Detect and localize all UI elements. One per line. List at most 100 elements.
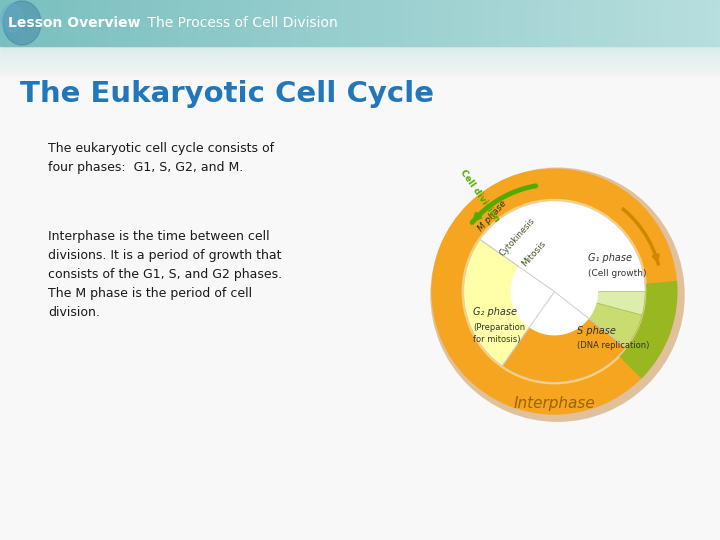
Bar	[22, 0, 26, 46]
Bar	[0, 53, 720, 55]
Wedge shape	[462, 199, 647, 384]
Bar	[104, 0, 109, 46]
Bar	[371, 0, 375, 46]
Bar	[0, 68, 720, 69]
Bar	[576, 0, 580, 46]
Bar	[482, 0, 487, 46]
Bar	[403, 0, 408, 46]
Bar	[0, 64, 720, 66]
Bar	[716, 0, 720, 46]
Bar	[677, 0, 681, 46]
Wedge shape	[503, 292, 626, 382]
Bar	[313, 0, 318, 46]
Bar	[432, 0, 436, 46]
Bar	[126, 0, 130, 46]
Bar	[331, 0, 336, 46]
Bar	[338, 0, 343, 46]
Bar	[630, 0, 634, 46]
Bar	[306, 0, 310, 46]
Bar	[198, 0, 202, 46]
Bar	[299, 0, 303, 46]
Bar	[4, 0, 8, 46]
Bar	[0, 60, 720, 62]
Bar	[580, 0, 584, 46]
Bar	[356, 0, 361, 46]
Bar	[187, 0, 192, 46]
Bar	[450, 0, 454, 46]
Bar	[378, 0, 382, 46]
Bar	[443, 0, 447, 46]
Text: (Cell growth): (Cell growth)	[588, 269, 647, 279]
Bar	[558, 0, 562, 46]
Bar	[0, 75, 720, 76]
Bar	[590, 0, 595, 46]
Bar	[11, 0, 15, 46]
Bar	[468, 0, 472, 46]
Bar	[418, 0, 422, 46]
Bar	[335, 0, 339, 46]
Bar	[72, 0, 76, 46]
Bar	[446, 0, 451, 46]
Bar	[0, 62, 720, 63]
Bar	[115, 0, 120, 46]
Bar	[68, 0, 73, 46]
Bar	[428, 0, 433, 46]
Bar	[191, 0, 195, 46]
Bar	[583, 0, 588, 46]
Bar	[522, 0, 526, 46]
Bar	[547, 0, 552, 46]
Bar	[623, 0, 627, 46]
Text: The Eukaryotic Cell Cycle: The Eukaryotic Cell Cycle	[20, 80, 434, 108]
Bar	[112, 0, 116, 46]
Wedge shape	[554, 292, 642, 347]
Bar	[349, 0, 354, 46]
Bar	[270, 0, 274, 46]
Text: The Process of Cell Division: The Process of Cell Division	[130, 16, 338, 30]
Bar	[616, 0, 620, 46]
Bar	[670, 0, 674, 46]
Bar	[205, 0, 210, 46]
Bar	[65, 0, 69, 46]
Bar	[515, 0, 519, 46]
Bar	[0, 51, 720, 53]
Ellipse shape	[3, 1, 41, 45]
Bar	[256, 0, 260, 46]
Bar	[184, 0, 188, 46]
Bar	[130, 0, 134, 46]
Bar	[702, 0, 706, 46]
Bar	[0, 57, 720, 58]
Bar	[119, 0, 123, 46]
Bar	[486, 0, 490, 46]
Bar	[659, 0, 663, 46]
Bar	[346, 0, 350, 46]
Bar	[295, 0, 300, 46]
Bar	[0, 57, 720, 59]
Bar	[0, 48, 720, 49]
Bar	[137, 0, 141, 46]
Bar	[288, 0, 292, 46]
Bar	[688, 0, 692, 46]
Text: Interphase is the time between cell
divisions. It is a period of growth that
con: Interphase is the time between cell divi…	[48, 230, 282, 319]
Bar	[234, 0, 238, 46]
Bar	[414, 0, 418, 46]
Bar	[14, 0, 19, 46]
Bar	[0, 70, 720, 71]
Bar	[353, 0, 357, 46]
Bar	[634, 0, 638, 46]
Bar	[227, 0, 231, 46]
Bar	[680, 0, 685, 46]
Bar	[140, 0, 145, 46]
Bar	[385, 0, 390, 46]
Wedge shape	[554, 292, 645, 315]
Bar	[508, 0, 512, 46]
Bar	[0, 69, 720, 70]
Bar	[101, 0, 105, 46]
Bar	[223, 0, 228, 46]
Text: (Preparation: (Preparation	[473, 322, 525, 332]
Bar	[461, 0, 465, 46]
Bar	[709, 0, 714, 46]
Bar	[367, 0, 372, 46]
Bar	[274, 0, 278, 46]
Bar	[284, 0, 289, 46]
Bar	[166, 0, 170, 46]
